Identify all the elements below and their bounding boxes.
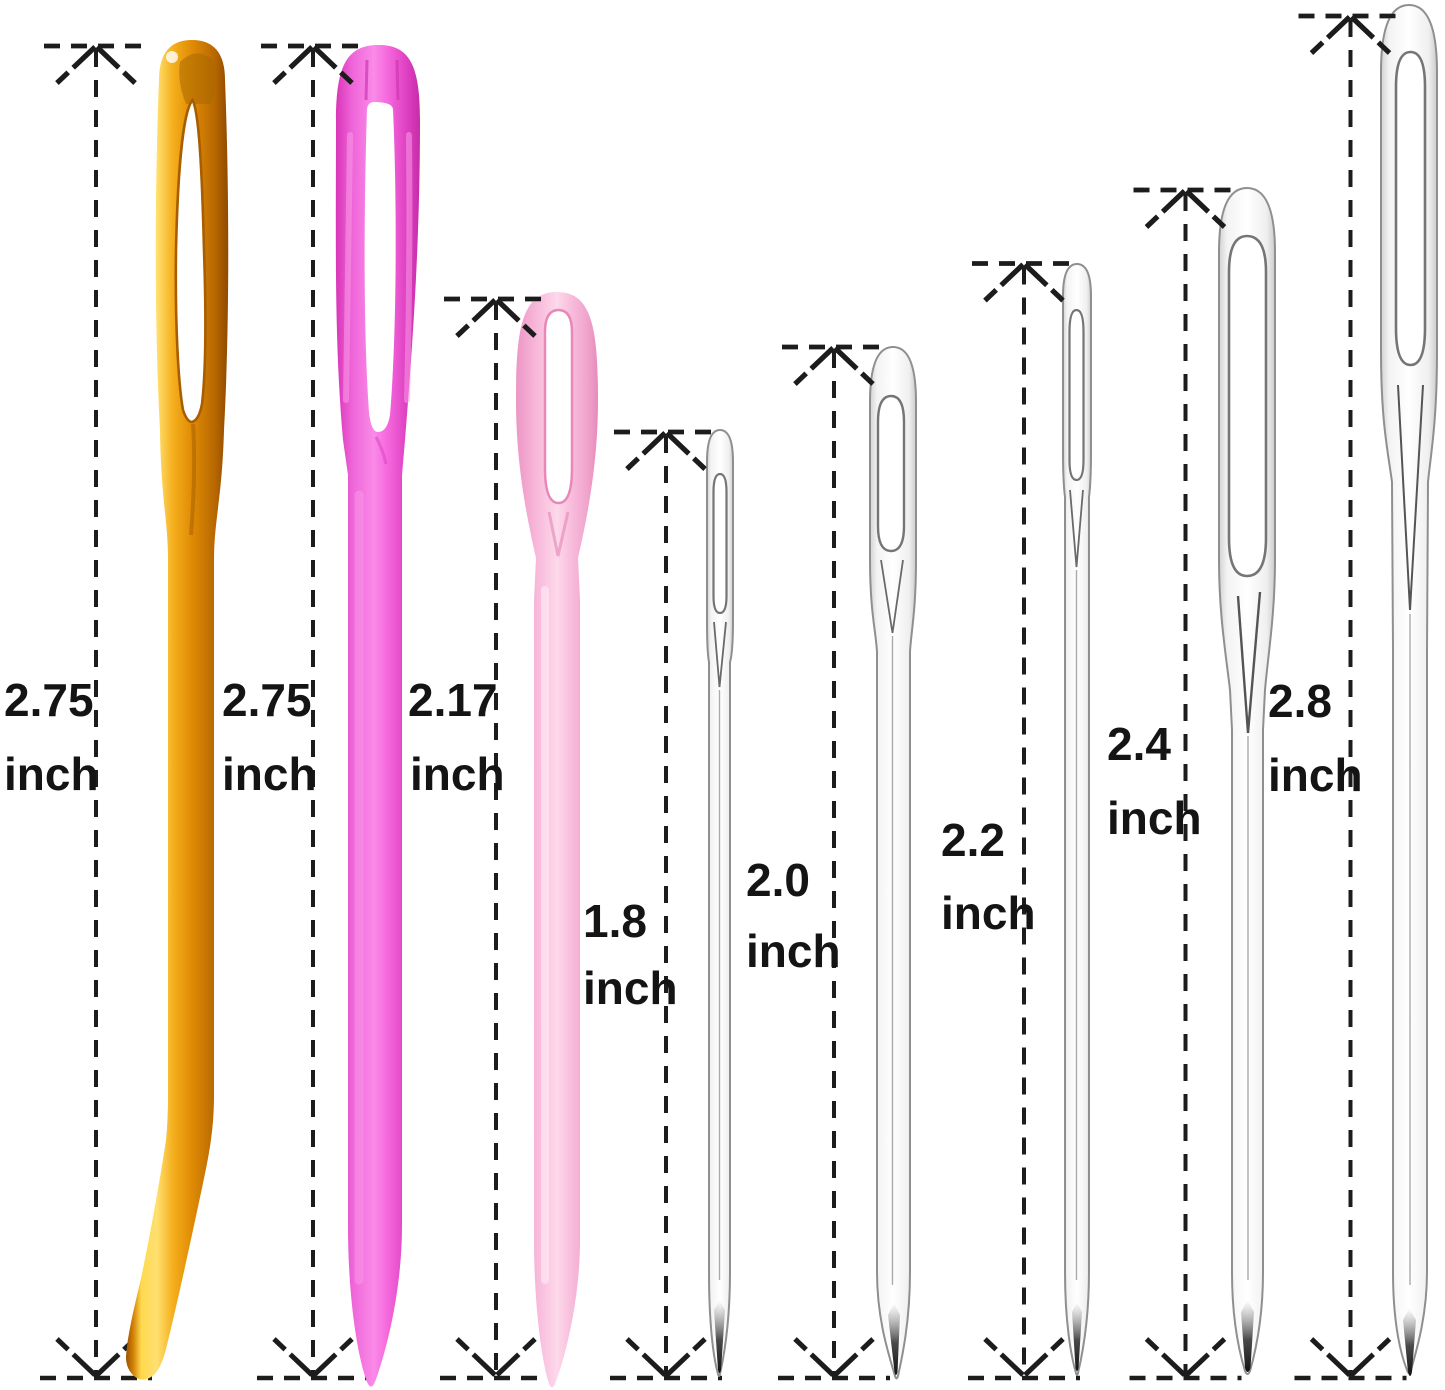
svg-text:2.75: 2.75 bbox=[222, 674, 312, 726]
svg-text:1.8: 1.8 bbox=[583, 895, 647, 947]
svg-text:2.17: 2.17 bbox=[408, 674, 498, 726]
svg-text:inch: inch bbox=[222, 748, 317, 800]
svg-text:inch: inch bbox=[941, 887, 1036, 939]
svg-text:inch: inch bbox=[410, 748, 505, 800]
svg-text:2.75: 2.75 bbox=[4, 674, 94, 726]
svg-text:inch: inch bbox=[1107, 792, 1202, 844]
svg-text:inch: inch bbox=[583, 962, 678, 1014]
svg-text:inch: inch bbox=[746, 925, 841, 977]
svg-text:2.0: 2.0 bbox=[746, 854, 810, 906]
svg-text:2.4: 2.4 bbox=[1107, 718, 1171, 770]
svg-text:inch: inch bbox=[4, 748, 99, 800]
svg-text:2.2: 2.2 bbox=[941, 814, 1005, 866]
svg-text:2.8: 2.8 bbox=[1268, 675, 1332, 727]
svg-text:inch: inch bbox=[1268, 749, 1363, 801]
